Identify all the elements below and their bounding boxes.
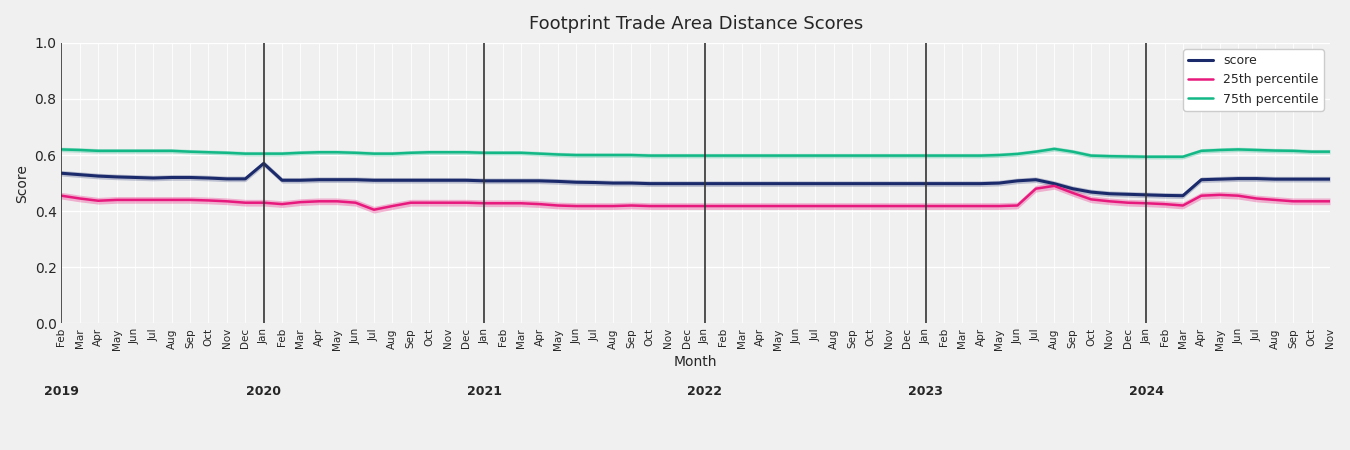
Text: 2019: 2019 <box>45 385 78 398</box>
25th percentile <box>1322 198 1338 204</box>
score <box>458 178 474 183</box>
Title: Footprint Trade Area Distance Scores: Footprint Trade Area Distance Scores <box>529 15 863 33</box>
score <box>366 178 382 183</box>
25th percentile <box>1046 183 1062 189</box>
Legend: score, 25th percentile, 75th percentile: score, 25th percentile, 75th percentile <box>1183 49 1324 111</box>
score <box>1322 176 1338 182</box>
score <box>1157 193 1173 198</box>
75th percentile <box>53 147 69 152</box>
75th percentile <box>1322 149 1338 154</box>
25th percentile <box>458 200 474 205</box>
25th percentile <box>605 203 621 209</box>
25th percentile <box>347 200 363 205</box>
75th percentile <box>752 153 768 158</box>
Text: 2021: 2021 <box>467 385 502 398</box>
25th percentile <box>771 203 787 209</box>
Line: 25th percentile: 25th percentile <box>61 186 1330 210</box>
75th percentile <box>586 153 602 158</box>
Line: 75th percentile: 75th percentile <box>61 149 1330 157</box>
25th percentile <box>53 193 69 198</box>
score <box>771 181 787 186</box>
score <box>1174 193 1191 198</box>
75th percentile <box>1174 154 1191 159</box>
75th percentile <box>1046 146 1062 152</box>
25th percentile <box>366 207 382 212</box>
score <box>53 171 69 176</box>
75th percentile <box>347 150 363 156</box>
Line: score: score <box>61 163 1330 196</box>
25th percentile <box>219 198 235 204</box>
Y-axis label: Score: Score <box>15 164 28 202</box>
score <box>219 176 235 181</box>
75th percentile <box>439 149 455 155</box>
Text: 2022: 2022 <box>687 385 722 398</box>
Text: 2023: 2023 <box>909 385 942 398</box>
75th percentile <box>219 150 235 156</box>
Text: 2020: 2020 <box>246 385 281 398</box>
25th percentile <box>1174 203 1191 208</box>
score <box>255 161 271 166</box>
Text: 2024: 2024 <box>1129 385 1164 398</box>
score <box>605 180 621 186</box>
X-axis label: Month: Month <box>674 355 717 369</box>
75th percentile <box>1138 154 1154 159</box>
